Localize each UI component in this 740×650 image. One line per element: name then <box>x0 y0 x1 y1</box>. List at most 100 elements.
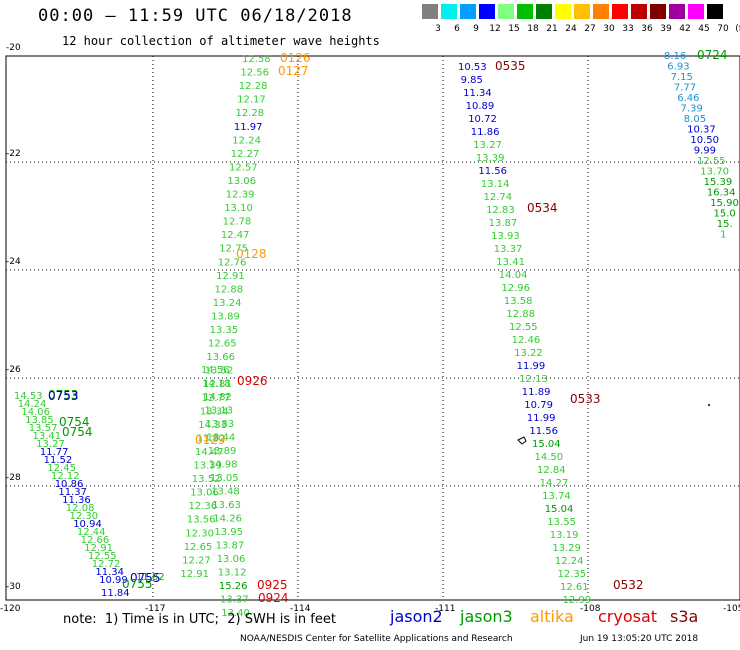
swh-value: 6.46 <box>677 93 699 104</box>
scale-swatch <box>688 4 704 19</box>
grid-lines <box>6 56 740 600</box>
pass-time-label: 0126 <box>280 51 311 65</box>
swh-value: 11.56 <box>478 166 507 177</box>
pass-time-label: 0128 <box>236 247 267 261</box>
swh-value: 15.90 <box>710 198 739 209</box>
swh-value: 13.87 <box>489 218 518 229</box>
swh-value: 8.05 <box>684 114 706 125</box>
scale-label: 18 <box>527 24 539 34</box>
swh-value: 14.82 <box>203 392 232 403</box>
swh-value: 11.52 <box>44 455 73 466</box>
scale-label: 30 <box>603 24 615 34</box>
latitude-label: -20 <box>6 43 21 53</box>
scale-label: 39 <box>660 24 672 34</box>
swh-value: 13.12 <box>218 568 247 579</box>
pass-time-label: 0924 <box>258 591 289 605</box>
swh-value: 12.88 <box>215 284 244 295</box>
swh-value: 13.58 <box>504 296 533 307</box>
swh-value: 10.99 <box>99 575 128 586</box>
swh-value: 12.47 <box>221 230 250 241</box>
swh-value: 15.04 <box>545 504 574 515</box>
scale-swatch <box>650 4 666 19</box>
swh-value: 11.97 <box>234 122 263 133</box>
swh-value: 13.63 <box>212 500 241 511</box>
swh-value: 13.56 <box>187 515 216 526</box>
scale-label: 9 <box>473 24 479 34</box>
swh-value: 12.91 <box>216 271 245 282</box>
swh-value: 13.05 <box>210 473 239 484</box>
swh-value: 11.36 <box>62 495 91 506</box>
pass-time-label: 0534 <box>527 201 558 215</box>
swh-value: 12.84 <box>537 465 566 476</box>
pass-time-label: 0754 <box>62 425 93 439</box>
swh-value: 12.55 <box>697 156 726 167</box>
swh-value: 12.83 <box>486 205 515 216</box>
swh-value: 12.91 <box>84 543 113 554</box>
swh-value: 15.26 <box>219 581 248 592</box>
swh-value: 14.26 <box>213 514 242 525</box>
swh-value: 6.93 <box>667 62 689 73</box>
swh-value: 13.55 <box>547 517 576 528</box>
scale-swatch <box>422 4 438 19</box>
swh-value: 12.72 <box>92 559 121 570</box>
swh-value: 14.98 <box>209 460 238 471</box>
scale-swatch <box>498 4 514 19</box>
swh-value: 9.99 <box>694 146 716 157</box>
swh-value: 12.91 <box>180 569 209 580</box>
swh-value: 12.65 <box>208 339 237 350</box>
scale-swatch <box>555 4 571 19</box>
swh-value: 12.57 <box>229 162 258 173</box>
scale-label: 70 <box>717 24 729 34</box>
swh-value: 13.89 <box>211 311 240 322</box>
swh-value: 12.45 <box>47 463 76 474</box>
page-subtitle: 12 hour collection of altimeter wave hei… <box>62 34 380 48</box>
swh-value: 15. <box>717 219 733 230</box>
swh-value: 12.12 <box>51 471 80 482</box>
scale-swatch <box>612 4 628 19</box>
swh-value: 13.13 <box>204 406 233 417</box>
swh-value: 15.39 <box>704 177 733 188</box>
swh-value: 12.28 <box>239 81 268 92</box>
swh-value: 8.16 <box>664 51 686 62</box>
pass-time-label: 0532 <box>613 578 644 592</box>
swh-value: 12.36 <box>189 501 218 512</box>
pass-time-label: 0754 <box>59 415 90 429</box>
coastline-fragment <box>517 436 527 445</box>
scale-swatch <box>631 4 647 19</box>
swh-value: 13.27 <box>473 140 502 151</box>
swh-value: 14.18 <box>202 379 231 390</box>
satellite-legend-altika: altika <box>530 607 574 626</box>
pass-time-label: 11.84 <box>101 588 130 599</box>
swh-value: 15.04 <box>532 439 561 450</box>
longitude-label: -120 <box>0 604 21 614</box>
scale-swatch <box>669 4 685 19</box>
swh-value: 13.10 <box>224 203 253 214</box>
page-title: 00:00 – 11:59 UTC 06/18/2018 <box>38 6 353 26</box>
swh-value: 12.61 <box>560 582 589 593</box>
latitude-label: -28 <box>6 473 21 483</box>
satellite-legend-jason2: jason2 <box>390 607 443 626</box>
swh-value: 13.66 <box>206 352 235 363</box>
swh-value: 12.81 <box>203 379 232 390</box>
longitude-label: -114 <box>290 604 311 614</box>
swh-value: 13.06 <box>227 176 256 187</box>
swh-value: 12.96 <box>501 283 530 294</box>
swh-value: 13.35 <box>210 325 239 336</box>
scale-label: 27 <box>584 24 596 34</box>
swh-value: 13.44 <box>207 433 236 444</box>
pass-time-label: 0755 <box>122 577 153 591</box>
swh-value: 10.72 <box>468 114 497 125</box>
longitude-label: -105 <box>723 604 740 614</box>
swh-value: 14.53 <box>14 391 43 402</box>
scale-label: 36 <box>641 24 653 34</box>
swh-value: 14.06 <box>21 407 50 418</box>
swh-value: 13.39 <box>193 461 222 472</box>
scale-swatch <box>441 4 457 19</box>
footnote: note: 1) Time is in UTC; 2) SWH is in fe… <box>63 612 336 627</box>
swh-value: 12.56 <box>240 68 269 79</box>
swh-value: 13.06 <box>217 554 246 565</box>
swh-value: 13.89 <box>208 446 237 457</box>
satellite-legend-jason3: jason3 <box>460 607 513 626</box>
swh-value: 13.52 <box>205 366 234 377</box>
